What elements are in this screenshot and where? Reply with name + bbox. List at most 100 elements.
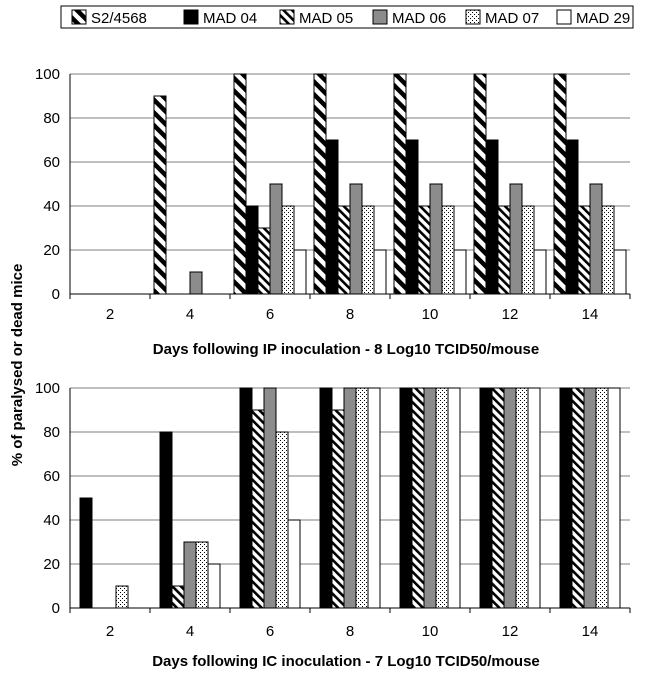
bar-mad-07-day-8 [361, 205, 375, 295]
y-tick-label: 0 [52, 600, 60, 617]
legend-label-s2-4568: S2/4568 [91, 10, 147, 27]
bar-mad-06-day-12 [503, 387, 517, 609]
legend-label-mad-06: MAD 06 [392, 10, 446, 27]
x-tick-label: 10 [422, 623, 439, 640]
bar-s2-4568-day-14 [553, 73, 567, 295]
bar-mad-07-day-10 [435, 387, 449, 609]
bar-mad-06-day-4 [183, 541, 197, 609]
bar-s2-4568-day-8 [313, 73, 327, 295]
x-tick-label: 12 [502, 306, 519, 323]
bar-mad-29-day-14 [607, 387, 621, 609]
y-tick-label: 60 [43, 468, 60, 485]
x-tick-label: 14 [582, 623, 599, 640]
x-tick-label: 2 [106, 623, 114, 640]
legend-label-mad-05: MAD 05 [299, 10, 353, 27]
bar-mad-07-day-2 [115, 585, 129, 609]
y-tick-label: 20 [43, 242, 60, 259]
x-tick-label: 8 [346, 306, 354, 323]
bar-mad-07-day-12 [521, 205, 535, 295]
bar-mad-29-day-6 [287, 519, 301, 609]
bar-s2-4568-day-12 [473, 73, 487, 295]
y-tick-label: 40 [43, 198, 60, 215]
x-tick-label: 10 [422, 306, 439, 323]
bar-mad-04-day-2 [79, 497, 93, 609]
bar-mad-06-day-6 [269, 183, 283, 295]
x-tick-label: 6 [266, 306, 274, 323]
bar-mad-05-day-10 [417, 205, 431, 295]
bar-mad-29-day-14 [613, 249, 627, 295]
bar-mad-07-day-14 [601, 205, 615, 295]
bar-mad-05-day-12 [491, 387, 505, 609]
bar-mad-06-day-10 [429, 183, 443, 295]
legend-swatch-mad-07 [465, 9, 481, 25]
bar-mad-07-day-6 [281, 205, 295, 295]
x-axis-title-ic: Days following IC inoculation - 7 Log10 … [152, 653, 540, 670]
y-tick-label: 100 [35, 380, 60, 397]
x-tick-label: 14 [582, 306, 599, 323]
legend-box [60, 5, 634, 29]
bar-mad-05-day-4 [171, 585, 185, 609]
legend-label-mad-07: MAD 07 [485, 10, 539, 27]
chart-panel-ic: 0 20 40 60 80 100 2 4 6 8 10 12 14 [35, 380, 631, 640]
bar-mad-05-day-6 [251, 409, 265, 609]
bar-mad-04-day-6 [245, 205, 259, 295]
bar-mad-29-day-8 [367, 387, 381, 609]
bar-mad-05-day-10 [411, 387, 425, 609]
bar-mad-29-day-10 [453, 249, 467, 295]
bar-mad-07-day-6 [275, 431, 289, 609]
bar-mad-04-day-12 [479, 387, 493, 609]
bar-mad-04-day-8 [319, 387, 333, 609]
bar-mad-04-day-14 [565, 139, 579, 295]
bar-s2-4568-day-10 [393, 73, 407, 295]
y-tick-label: 80 [43, 110, 60, 127]
bar-mad-07-day-10 [441, 205, 455, 295]
y-tick-label: 60 [43, 154, 60, 171]
bar-mad-07-day-4 [195, 541, 209, 609]
bar-mad-05-day-6 [257, 227, 271, 295]
bar-mad-04-day-4 [159, 431, 173, 609]
bar-mad-29-day-6 [293, 249, 307, 295]
bar-mad-06-day-6 [263, 387, 277, 609]
bar-mad-29-day-12 [527, 387, 541, 609]
bar-mad-05-day-8 [331, 409, 345, 609]
bar-mad-06-day-14 [583, 387, 597, 609]
bar-s2-4568-day-4 [153, 95, 167, 295]
bar-mad-04-day-10 [399, 387, 413, 609]
bar-mad-04-day-12 [485, 139, 499, 295]
legend-label-mad-04: MAD 04 [203, 10, 257, 27]
x-tick-label: 4 [186, 306, 194, 323]
bar-mad-05-day-14 [571, 387, 585, 609]
y-tick-label: 0 [52, 286, 60, 303]
bar-mad-04-day-10 [405, 139, 419, 295]
bar-mad-04-day-8 [325, 139, 339, 295]
bar-mad-06-day-8 [343, 387, 357, 609]
bar-mad-29-day-4 [207, 563, 221, 609]
x-tick-label: 6 [266, 623, 274, 640]
x-tick-label: 8 [346, 623, 354, 640]
bar-mad-06-day-10 [423, 387, 437, 609]
legend-swatch-s2-4568 [71, 9, 87, 25]
bar-s2-4568-day-6 [233, 73, 247, 295]
y-tick-label: 40 [43, 512, 60, 529]
x-tick-label: 12 [502, 623, 519, 640]
bar-mad-07-day-12 [515, 387, 529, 609]
bar-mad-04-day-6 [239, 387, 253, 609]
bar-mad-29-day-10 [447, 387, 461, 609]
bar-mad-04-day-14 [559, 387, 573, 609]
legend-swatch-mad-05 [279, 9, 295, 25]
chart-panel-ip: 0 20 40 60 80 100 2 4 6 8 10 12 14 [35, 66, 631, 323]
bar-mad-07-day-14 [595, 387, 609, 609]
y-tick-label: 20 [43, 556, 60, 573]
bar-mad-06-day-4 [189, 271, 203, 295]
bar-mad-05-day-8 [337, 205, 351, 295]
y-axis-title: % of paralysed or dead mice [9, 264, 26, 467]
legend-swatch-mad-04 [183, 9, 199, 25]
x-tick-label: 4 [186, 623, 194, 640]
bar-mad-06-day-14 [589, 183, 603, 295]
bar-mad-06-day-8 [349, 183, 363, 295]
x-axis-title-ip: Days following IP inoculation - 8 Log10 … [153, 341, 539, 358]
y-tick-label: 80 [43, 424, 60, 441]
bar-mad-29-day-12 [533, 249, 547, 295]
legend: S2/4568 MAD 04 MAD 05 MAD 06 MAD 07 MAD 29 [60, 5, 634, 29]
